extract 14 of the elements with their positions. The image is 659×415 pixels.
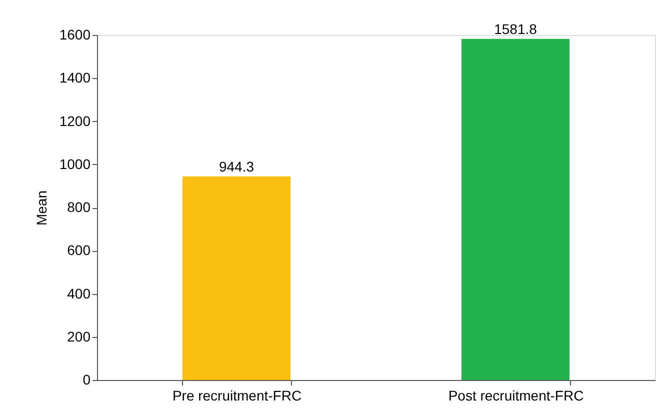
y-tick-label: 0 [82,372,91,388]
y-axis-title: Mean [33,190,50,226]
y-tick-label: 600 [67,242,91,258]
data-label: 1581.8 [494,20,538,37]
y-tick-label: 800 [67,199,91,215]
y-tick-label: 1400 [59,70,91,86]
y-tick-label: 1600 [59,26,91,42]
y-tick-label: 1000 [59,156,91,172]
y-tick-label: 200 [67,328,91,344]
data-label: 944.3 [218,158,254,174]
y-tick-label: 400 [67,285,91,302]
x-tick-label: Post recruitment-FRC [448,388,584,404]
y-tick-label: 1200 [59,112,91,129]
x-tick-label: Pre recruitment-FRC [172,388,302,404]
